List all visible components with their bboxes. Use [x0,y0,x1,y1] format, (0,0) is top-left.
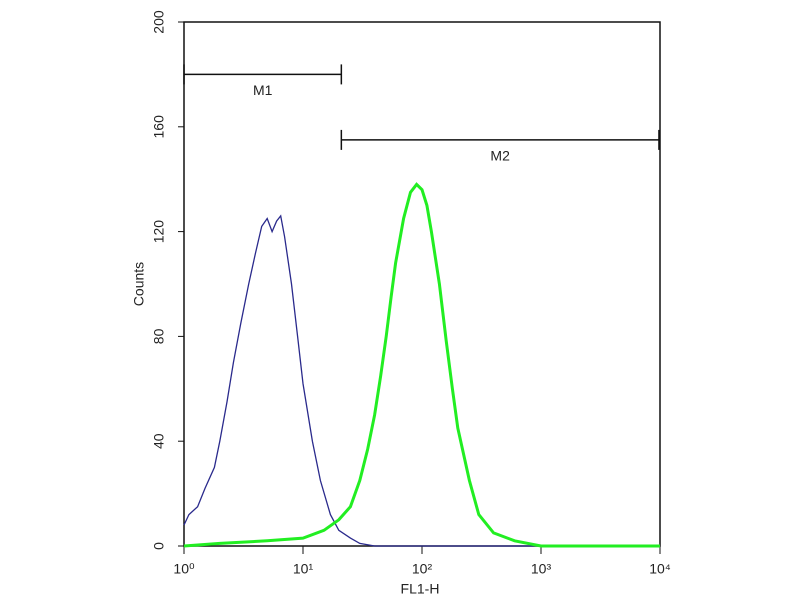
plot-frame [183,21,661,547]
x-tick-label: 10² [412,561,433,577]
y-tick-label: 200 [151,10,167,34]
y-tick-label: 0 [151,542,167,550]
marker-label: M1 [253,82,273,98]
y-axis-label: Counts [131,262,147,306]
x-axis-label: FL1-H [401,581,440,597]
histogram-line [183,182,660,548]
marker-label: M2 [490,148,510,164]
y-tick-label: 80 [151,328,167,344]
y-tick-label: 160 [151,115,167,139]
x-tick-label: 10⁰ [173,561,195,577]
x-tick-label: 10⁴ [649,561,671,577]
x-tick-label: 10³ [531,561,552,577]
x-tick-label: 10¹ [293,561,314,577]
histogram-line [183,214,541,547]
y-tick-label: 40 [151,433,167,449]
y-tick-label: 120 [151,220,167,244]
